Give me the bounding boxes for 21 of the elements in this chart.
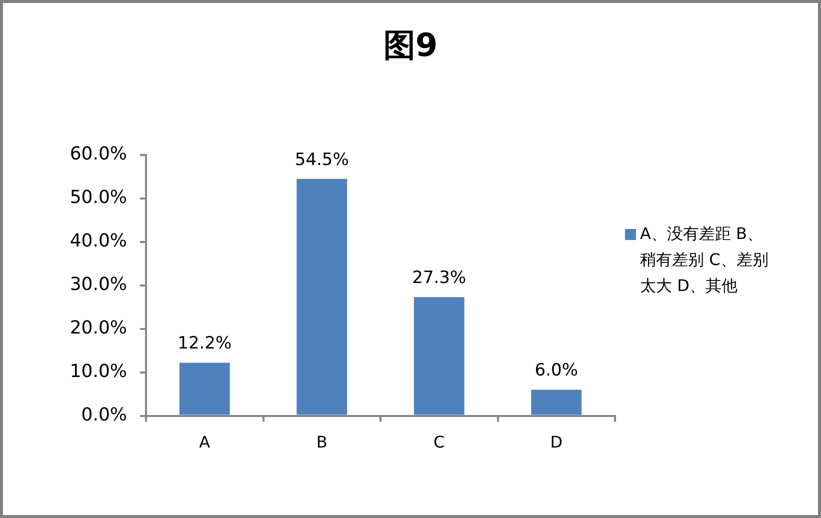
bar [179, 362, 230, 415]
y-tick-label: 60.0% [70, 144, 127, 165]
data-label: 12.2% [178, 334, 232, 354]
y-tick-label: 20.0% [70, 318, 127, 339]
y-tick-label: 50.0% [70, 187, 127, 208]
x-tick-label: C [434, 432, 445, 452]
bar [296, 178, 348, 415]
bar [414, 297, 464, 415]
y-tick-label: 0.0% [81, 404, 127, 426]
bar [531, 390, 582, 415]
data-label: 54.5% [294, 150, 349, 170]
x-tick-label: B [316, 432, 328, 452]
y-tick-label: 40.0% [70, 230, 127, 252]
y-tick-label: 30.0% [70, 274, 127, 296]
legend-label: A、没有差距 B、稍有差别 C、差别太大 D、其他 [640, 223, 770, 297]
x-tick-label: A [199, 432, 210, 452]
chart-title: 图9 [382, 25, 439, 65]
x-tick-label: D [550, 432, 563, 452]
data-label: 6.0% [534, 360, 578, 381]
data-label: 27.3% [412, 268, 466, 288]
y-tick-label: 10.0% [70, 361, 127, 382]
